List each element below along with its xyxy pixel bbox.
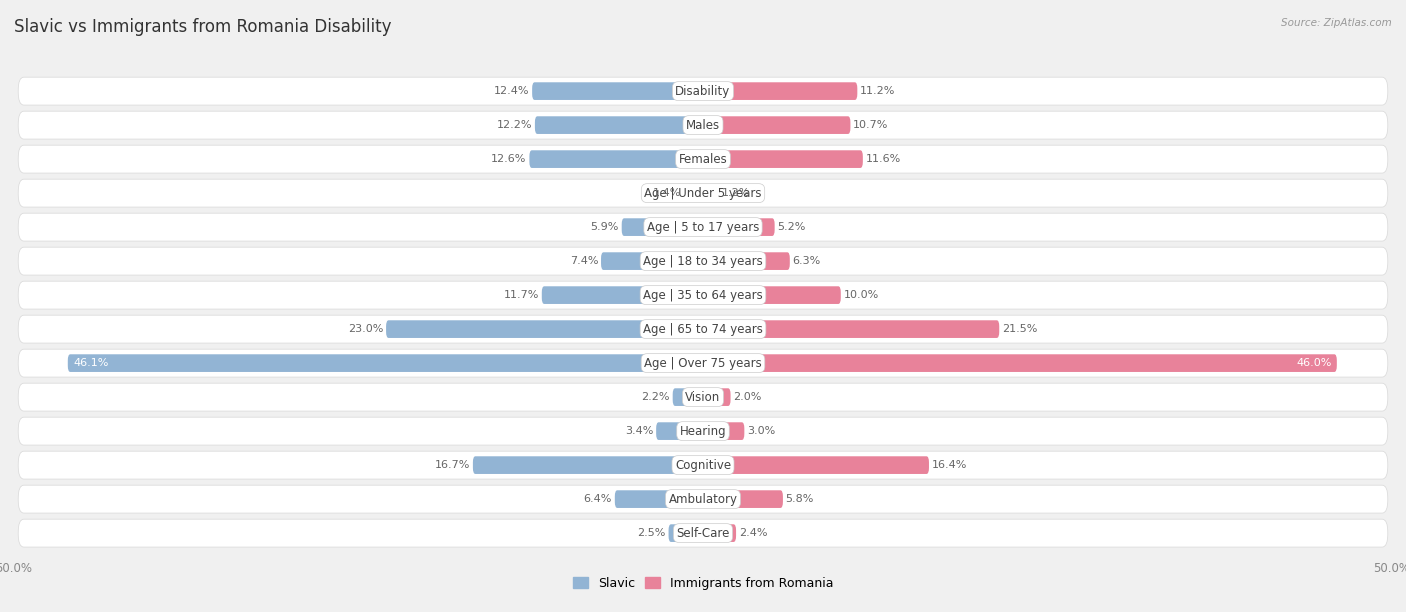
FancyBboxPatch shape: [18, 519, 1388, 547]
Text: 2.0%: 2.0%: [734, 392, 762, 402]
Text: 11.6%: 11.6%: [866, 154, 901, 164]
Text: Age | 65 to 74 years: Age | 65 to 74 years: [643, 323, 763, 335]
FancyBboxPatch shape: [703, 490, 783, 508]
FancyBboxPatch shape: [18, 213, 1388, 241]
Text: 21.5%: 21.5%: [1002, 324, 1038, 334]
FancyBboxPatch shape: [657, 422, 703, 440]
Legend: Slavic, Immigrants from Romania: Slavic, Immigrants from Romania: [568, 572, 838, 595]
Text: 3.0%: 3.0%: [747, 426, 775, 436]
FancyBboxPatch shape: [531, 82, 703, 100]
Text: 5.9%: 5.9%: [591, 222, 619, 232]
Text: 10.0%: 10.0%: [844, 290, 879, 300]
Text: 12.6%: 12.6%: [491, 154, 527, 164]
FancyBboxPatch shape: [18, 145, 1388, 173]
Text: Age | Over 75 years: Age | Over 75 years: [644, 357, 762, 370]
FancyBboxPatch shape: [621, 218, 703, 236]
FancyBboxPatch shape: [18, 349, 1388, 377]
Text: Disability: Disability: [675, 84, 731, 98]
Text: 1.4%: 1.4%: [652, 188, 681, 198]
Text: Hearing: Hearing: [679, 425, 727, 438]
FancyBboxPatch shape: [18, 281, 1388, 309]
FancyBboxPatch shape: [683, 184, 703, 202]
Text: 2.2%: 2.2%: [641, 392, 669, 402]
FancyBboxPatch shape: [67, 354, 703, 372]
Text: 3.4%: 3.4%: [626, 426, 654, 436]
Text: Ambulatory: Ambulatory: [668, 493, 738, 506]
Text: Females: Females: [679, 152, 727, 166]
FancyBboxPatch shape: [472, 457, 703, 474]
Text: 2.5%: 2.5%: [637, 528, 666, 538]
Text: 2.4%: 2.4%: [738, 528, 768, 538]
FancyBboxPatch shape: [703, 524, 737, 542]
FancyBboxPatch shape: [703, 286, 841, 304]
FancyBboxPatch shape: [18, 247, 1388, 275]
FancyBboxPatch shape: [614, 490, 703, 508]
Text: Age | 5 to 17 years: Age | 5 to 17 years: [647, 220, 759, 234]
FancyBboxPatch shape: [672, 388, 703, 406]
Text: Age | 18 to 34 years: Age | 18 to 34 years: [643, 255, 763, 267]
FancyBboxPatch shape: [18, 451, 1388, 479]
FancyBboxPatch shape: [18, 111, 1388, 139]
FancyBboxPatch shape: [18, 485, 1388, 513]
Text: Vision: Vision: [685, 390, 721, 404]
Text: 11.2%: 11.2%: [860, 86, 896, 96]
FancyBboxPatch shape: [703, 320, 1000, 338]
Text: 23.0%: 23.0%: [347, 324, 384, 334]
Text: 12.4%: 12.4%: [494, 86, 530, 96]
Text: 5.2%: 5.2%: [778, 222, 806, 232]
Text: 10.7%: 10.7%: [853, 120, 889, 130]
FancyBboxPatch shape: [18, 179, 1388, 207]
Text: 5.8%: 5.8%: [786, 494, 814, 504]
FancyBboxPatch shape: [703, 388, 731, 406]
Text: Source: ZipAtlas.com: Source: ZipAtlas.com: [1281, 18, 1392, 28]
Text: Cognitive: Cognitive: [675, 458, 731, 472]
FancyBboxPatch shape: [703, 457, 929, 474]
Text: 6.3%: 6.3%: [793, 256, 821, 266]
FancyBboxPatch shape: [703, 354, 1337, 372]
FancyBboxPatch shape: [534, 116, 703, 134]
Text: 16.4%: 16.4%: [932, 460, 967, 470]
FancyBboxPatch shape: [703, 116, 851, 134]
Text: Males: Males: [686, 119, 720, 132]
Text: Age | Under 5 years: Age | Under 5 years: [644, 187, 762, 200]
FancyBboxPatch shape: [541, 286, 703, 304]
Text: 46.0%: 46.0%: [1296, 358, 1331, 368]
FancyBboxPatch shape: [18, 417, 1388, 445]
Text: 7.4%: 7.4%: [569, 256, 599, 266]
FancyBboxPatch shape: [669, 524, 703, 542]
FancyBboxPatch shape: [703, 252, 790, 270]
FancyBboxPatch shape: [703, 151, 863, 168]
Text: Self-Care: Self-Care: [676, 526, 730, 540]
FancyBboxPatch shape: [18, 383, 1388, 411]
FancyBboxPatch shape: [600, 252, 703, 270]
Text: 12.2%: 12.2%: [496, 120, 531, 130]
Text: Slavic vs Immigrants from Romania Disability: Slavic vs Immigrants from Romania Disabi…: [14, 18, 391, 36]
Text: 6.4%: 6.4%: [583, 494, 612, 504]
FancyBboxPatch shape: [387, 320, 703, 338]
FancyBboxPatch shape: [530, 151, 703, 168]
Text: 46.1%: 46.1%: [73, 358, 108, 368]
FancyBboxPatch shape: [703, 218, 775, 236]
Text: Age | 35 to 64 years: Age | 35 to 64 years: [643, 289, 763, 302]
Text: 1.2%: 1.2%: [723, 188, 751, 198]
FancyBboxPatch shape: [703, 184, 720, 202]
FancyBboxPatch shape: [703, 422, 744, 440]
Text: 11.7%: 11.7%: [503, 290, 538, 300]
FancyBboxPatch shape: [703, 82, 858, 100]
Text: 16.7%: 16.7%: [434, 460, 470, 470]
FancyBboxPatch shape: [18, 315, 1388, 343]
FancyBboxPatch shape: [18, 77, 1388, 105]
